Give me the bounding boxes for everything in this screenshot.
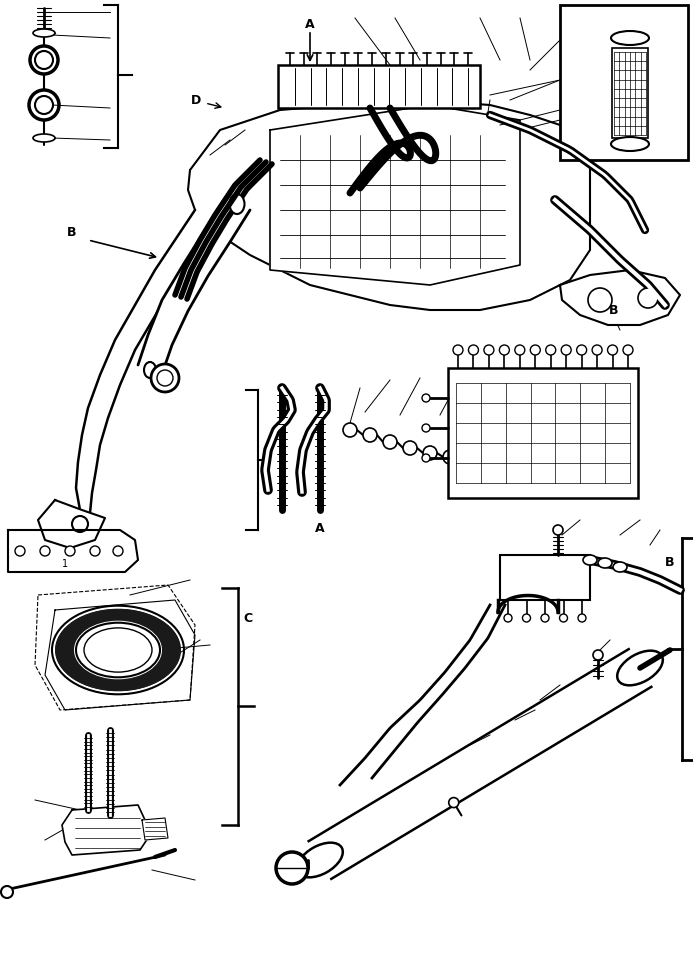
Text: D: D	[191, 94, 201, 106]
Circle shape	[483, 455, 497, 469]
Polygon shape	[8, 530, 138, 572]
Ellipse shape	[229, 194, 245, 214]
Polygon shape	[142, 818, 168, 840]
Circle shape	[553, 525, 563, 535]
Circle shape	[578, 614, 586, 622]
Circle shape	[276, 852, 308, 884]
Text: B: B	[665, 556, 675, 568]
Ellipse shape	[74, 621, 162, 679]
Ellipse shape	[611, 137, 649, 151]
Circle shape	[623, 345, 633, 355]
Text: C: C	[243, 611, 252, 625]
Circle shape	[151, 364, 179, 392]
Circle shape	[588, 288, 612, 312]
Circle shape	[503, 456, 517, 470]
Polygon shape	[138, 198, 250, 374]
Circle shape	[40, 546, 50, 556]
Ellipse shape	[144, 362, 156, 378]
Circle shape	[90, 546, 100, 556]
Bar	[560, 5, 688, 160]
Circle shape	[113, 546, 123, 556]
Text: B: B	[609, 304, 619, 316]
Circle shape	[72, 516, 88, 532]
Polygon shape	[38, 500, 105, 548]
Ellipse shape	[55, 608, 181, 692]
Circle shape	[157, 370, 173, 386]
Ellipse shape	[297, 843, 343, 878]
Circle shape	[468, 345, 478, 355]
Circle shape	[541, 614, 549, 622]
Circle shape	[443, 450, 457, 464]
Ellipse shape	[35, 96, 53, 114]
Circle shape	[363, 428, 377, 442]
Text: A: A	[305, 18, 315, 31]
Circle shape	[453, 345, 463, 355]
Bar	[278, 65, 480, 108]
Ellipse shape	[422, 394, 430, 402]
Circle shape	[500, 345, 509, 355]
Circle shape	[545, 345, 556, 355]
Text: A: A	[315, 521, 325, 535]
Circle shape	[484, 345, 494, 355]
Bar	[612, 48, 648, 138]
Bar	[500, 555, 590, 600]
Ellipse shape	[33, 134, 55, 142]
Circle shape	[1, 886, 13, 898]
Ellipse shape	[33, 29, 55, 37]
Circle shape	[559, 614, 568, 622]
Circle shape	[608, 345, 617, 355]
Ellipse shape	[30, 46, 58, 74]
Circle shape	[15, 546, 25, 556]
Ellipse shape	[613, 562, 627, 572]
Polygon shape	[76, 210, 215, 513]
Circle shape	[65, 546, 75, 556]
Circle shape	[423, 446, 437, 460]
Ellipse shape	[422, 424, 430, 432]
Ellipse shape	[422, 454, 430, 462]
Text: B: B	[67, 225, 77, 239]
Ellipse shape	[611, 31, 649, 45]
Circle shape	[403, 441, 417, 455]
Ellipse shape	[35, 51, 53, 69]
Polygon shape	[270, 105, 520, 285]
Circle shape	[523, 614, 531, 622]
Circle shape	[504, 614, 512, 622]
Bar	[448, 368, 638, 498]
Ellipse shape	[583, 555, 597, 565]
Circle shape	[593, 650, 603, 660]
Ellipse shape	[617, 650, 663, 685]
Ellipse shape	[598, 558, 612, 568]
Circle shape	[343, 423, 357, 437]
Circle shape	[561, 345, 571, 355]
Circle shape	[449, 798, 459, 808]
Circle shape	[515, 345, 525, 355]
Circle shape	[638, 288, 658, 308]
Ellipse shape	[56, 609, 180, 691]
Circle shape	[530, 345, 541, 355]
Text: 1: 1	[62, 559, 68, 569]
Circle shape	[592, 345, 602, 355]
Circle shape	[463, 453, 477, 467]
Circle shape	[577, 345, 587, 355]
Circle shape	[383, 435, 397, 449]
Ellipse shape	[29, 90, 59, 120]
Polygon shape	[560, 270, 680, 325]
Polygon shape	[62, 805, 148, 855]
